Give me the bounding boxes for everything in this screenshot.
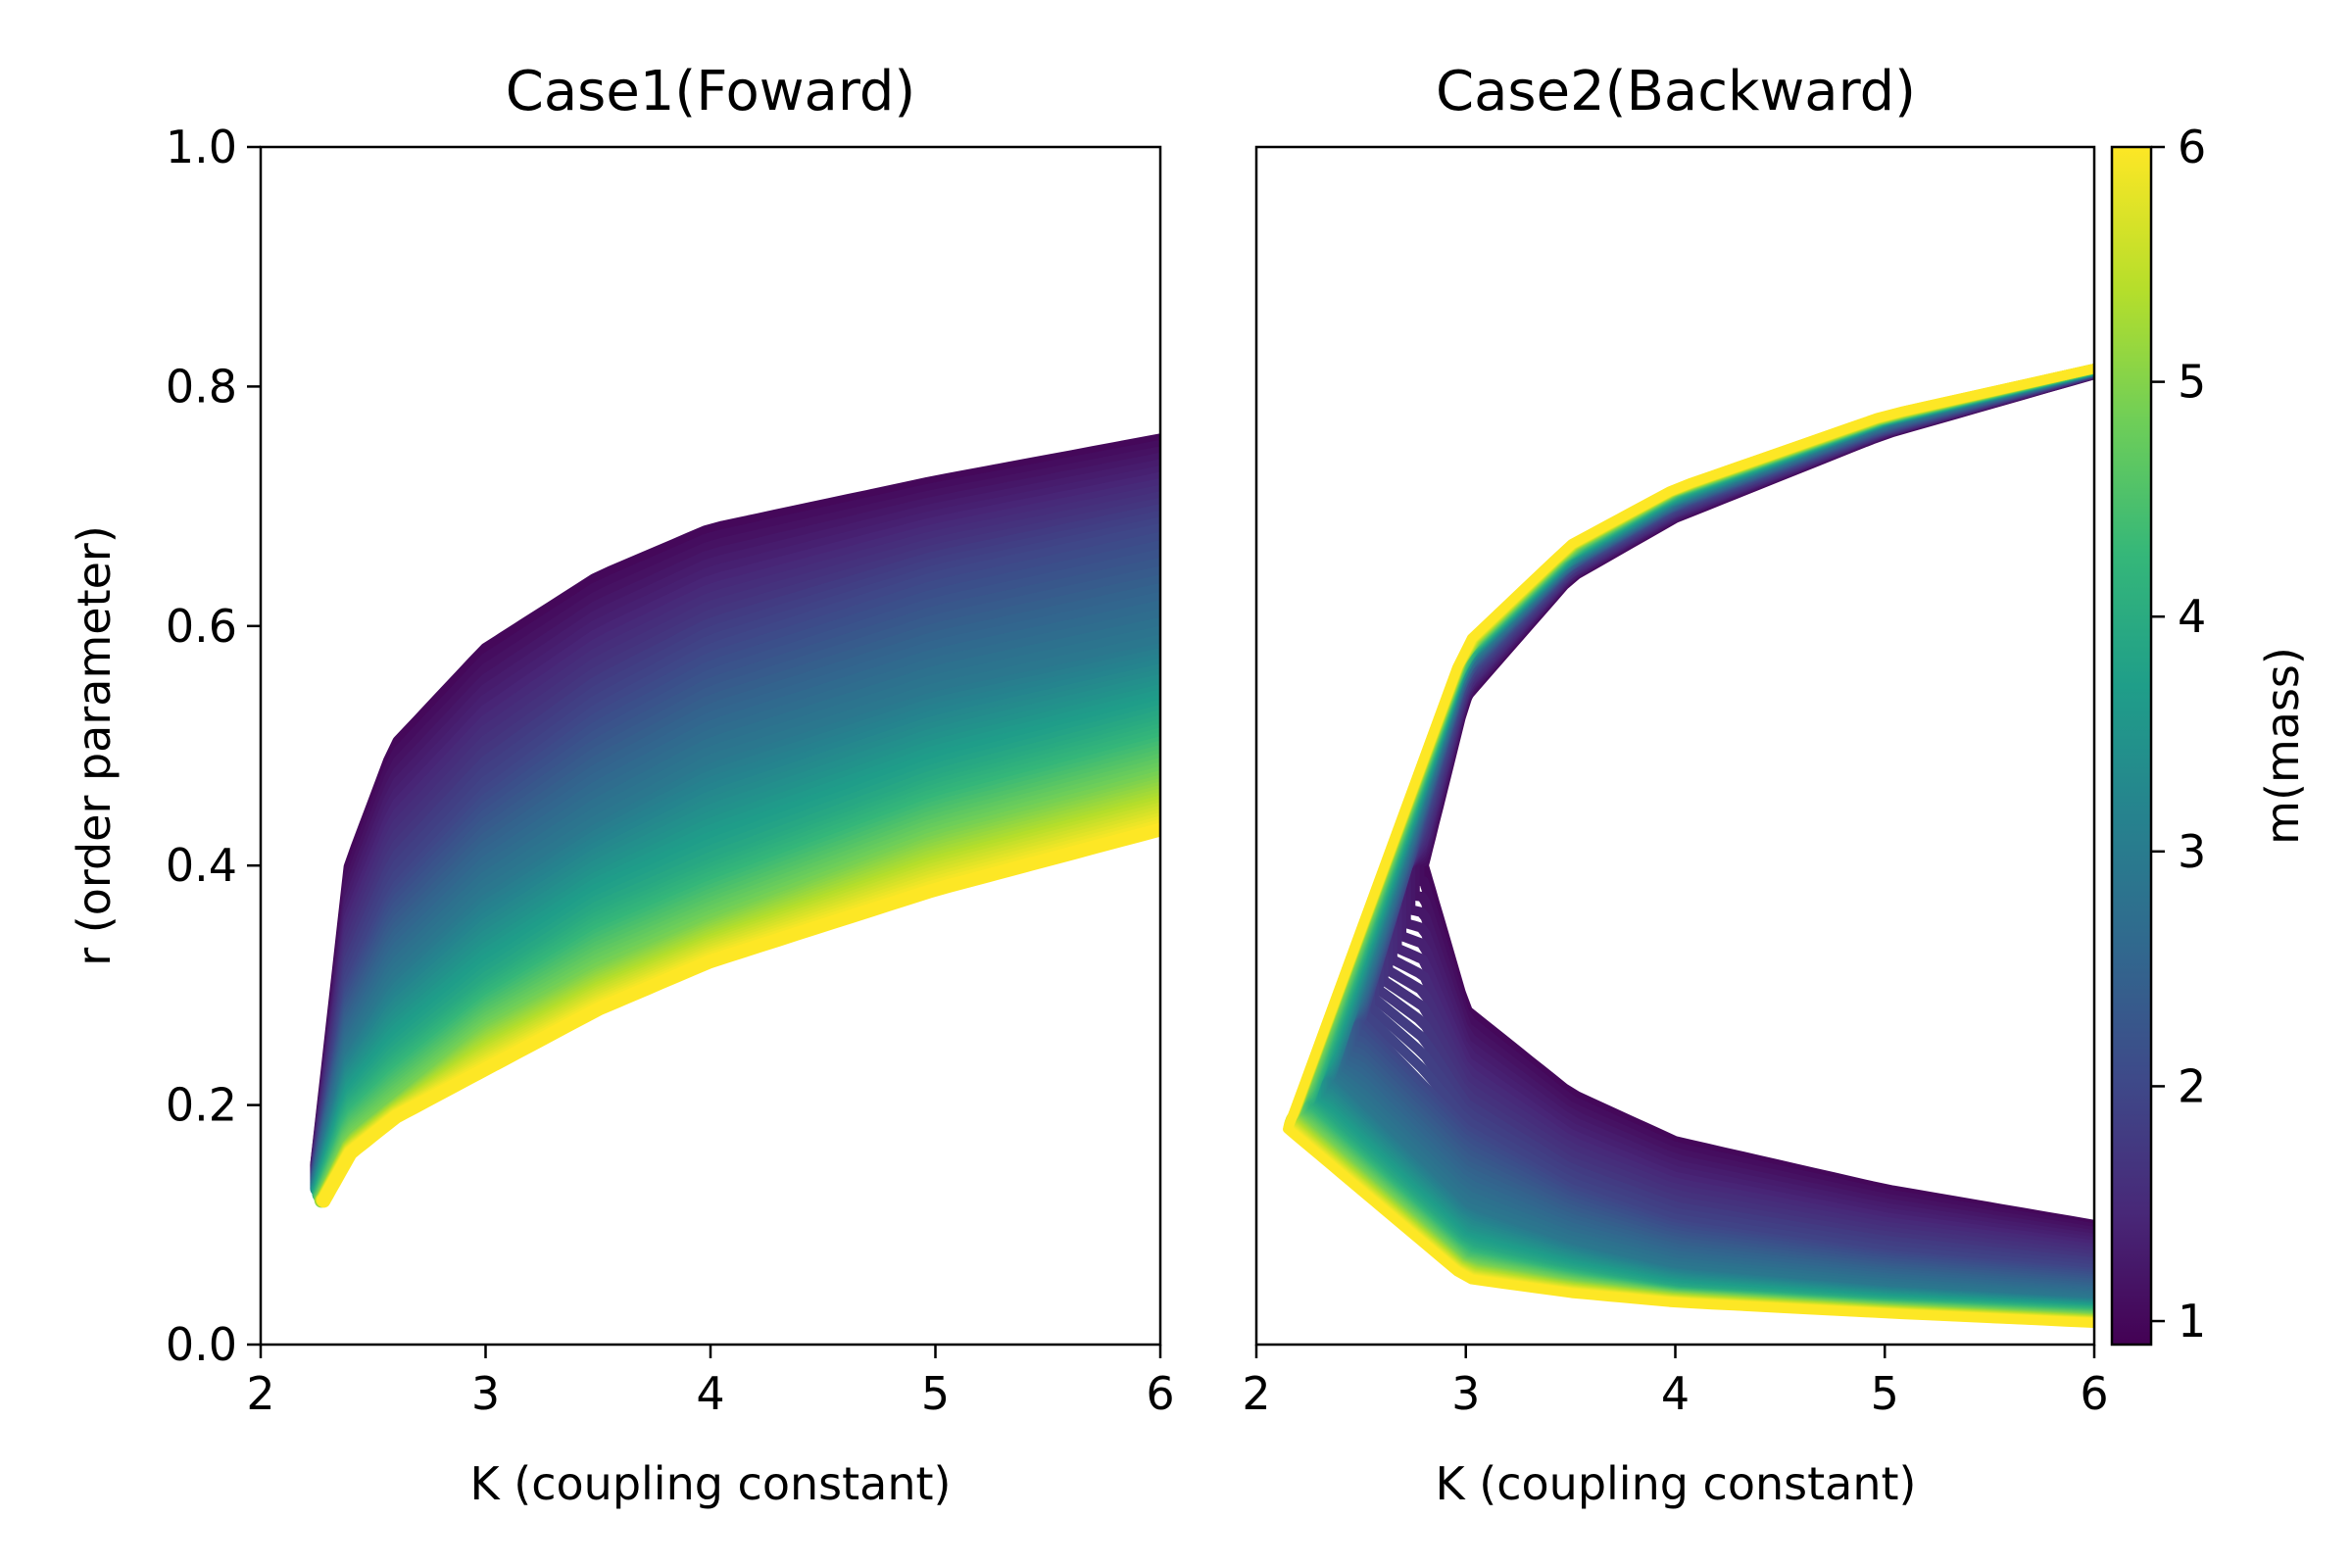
- y-tick-label: 0.8: [166, 360, 237, 413]
- y-tick-label: 0.4: [166, 839, 237, 892]
- colorbar-tick-label: 1: [2178, 1295, 2206, 1348]
- x-tick-label: 6: [2080, 1367, 2108, 1420]
- y-tick-label: 0.0: [166, 1318, 237, 1371]
- colorbar-tick-label: 5: [2178, 356, 2206, 409]
- x-tick-label: 2: [246, 1367, 274, 1420]
- y-tick-label: 0.6: [166, 600, 237, 653]
- x-tick-label: 3: [1451, 1367, 1480, 1420]
- x-tick-label: 4: [1661, 1367, 1690, 1420]
- colorbar-tick-label: 3: [2178, 825, 2206, 878]
- colorbar-ticks: 1 2 3 4 5 6: [2151, 121, 2206, 1348]
- y-tick-label: 1.0: [166, 121, 237, 173]
- left-x-axis-label: K (coupling constant): [470, 1457, 952, 1510]
- right-plot-area: [1283, 364, 2094, 1328]
- left-y-ticks: 0.0 0.2 0.4 0.6 0.8 1.0: [166, 121, 261, 1371]
- right-x-ticks: 2 3 4 5 6: [1242, 1345, 2109, 1420]
- colorbar-label: m(mass): [2256, 647, 2309, 845]
- left-y-axis-label: r (order parameter): [68, 525, 121, 966]
- colorbar: 1 2 3 4 5 6 m(mass): [2110, 121, 2309, 1348]
- colorbar-tick-label: 2: [2178, 1059, 2206, 1112]
- colorbar-gradient: [2110, 145, 2153, 1347]
- series-line: [1349, 367, 2094, 1285]
- chart-right: 2 3 4 5 6 Case2(Backward) K (coupling consta…: [1242, 60, 2108, 1510]
- x-tick-label: 4: [696, 1367, 724, 1420]
- x-tick-label: 2: [1242, 1367, 1270, 1420]
- left-plot-area: [310, 433, 1160, 1208]
- x-tick-label: 5: [921, 1367, 950, 1420]
- left-x-ticks: 2 3 4 5 6: [246, 1345, 1175, 1420]
- y-tick-label: 0.2: [166, 1079, 237, 1132]
- right-x-axis-label: K (coupling constant): [1436, 1457, 1917, 1510]
- series-line: [1283, 364, 2094, 1328]
- x-tick-label: 3: [471, 1367, 500, 1420]
- colorbar-tick-label: 6: [2178, 121, 2206, 173]
- x-tick-label: 6: [1146, 1367, 1174, 1420]
- x-tick-label: 5: [1871, 1367, 1899, 1420]
- chart-left: 2 3 4 5 6 0.0 0.2 0.4 0.6 0.8 1.0 Case1(Foward) K…: [68, 60, 1175, 1510]
- series-line: [317, 822, 1160, 1208]
- left-chart-title: Case1(Foward): [506, 60, 916, 123]
- series-line: [1347, 367, 2094, 1287]
- colorbar-tick-label: 4: [2178, 590, 2206, 643]
- right-chart-title: Case2(Backward): [1436, 60, 1916, 123]
